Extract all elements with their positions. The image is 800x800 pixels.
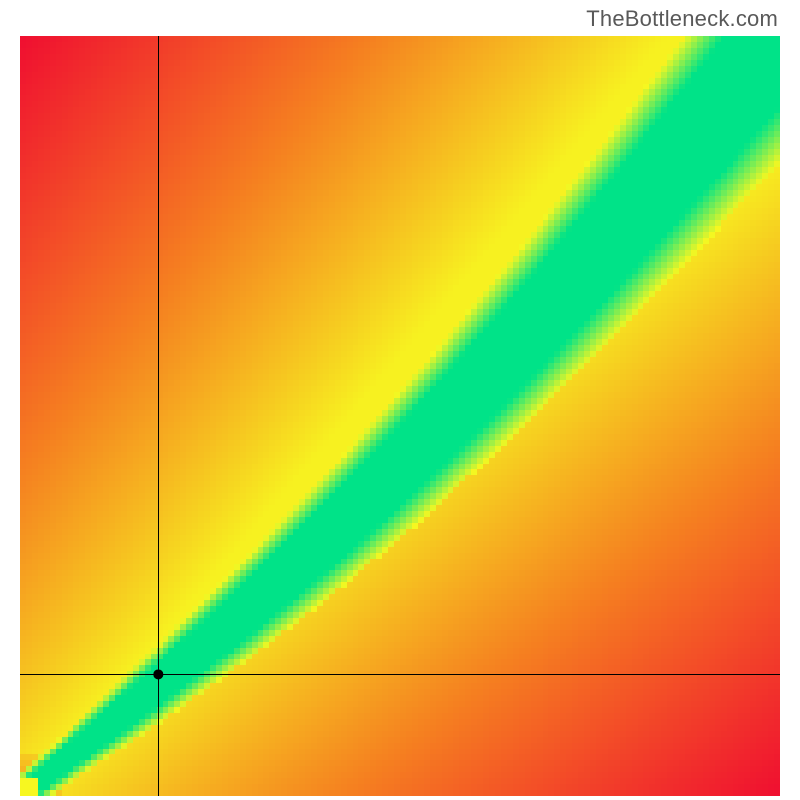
attribution-text: TheBottleneck.com: [586, 6, 778, 32]
heatmap-canvas: [20, 36, 780, 796]
plot-area: [20, 36, 780, 796]
chart-container: TheBottleneck.com: [0, 0, 800, 800]
